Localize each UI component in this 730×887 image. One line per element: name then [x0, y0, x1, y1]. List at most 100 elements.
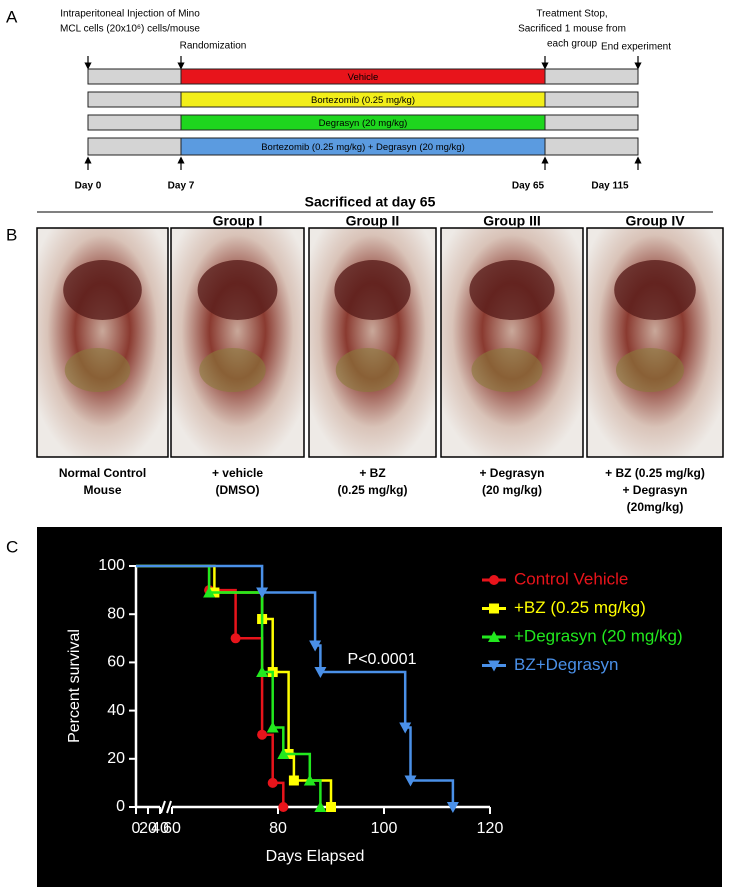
- organ: [471, 348, 543, 392]
- step-segment: [293, 779, 333, 807]
- x-tick-label: 20: [139, 820, 157, 837]
- group-label: Group IV: [625, 213, 685, 229]
- organ: [614, 260, 696, 320]
- caption: + BZ: [359, 466, 385, 480]
- organ: [64, 348, 131, 392]
- data-point: [256, 587, 269, 599]
- organ: [334, 260, 411, 320]
- annotation: MCL cells (20x10⁶) cells/mouse: [60, 24, 200, 35]
- treatment-bar: [180, 137, 546, 156]
- data-point: [288, 775, 299, 786]
- chart-background: [37, 527, 722, 887]
- x-axis-title: Days Elapsed: [266, 848, 365, 865]
- step-segment: [320, 670, 407, 728]
- step-segment: [410, 779, 455, 807]
- organ: [197, 260, 278, 320]
- data-point: [446, 802, 459, 813]
- annotation: Randomization: [180, 41, 247, 52]
- step-segment: [262, 670, 274, 728]
- annotation: Intraperitoneal Injection of Mino: [60, 9, 200, 20]
- organ: [63, 260, 142, 320]
- step-segment: [136, 564, 264, 593]
- caption: + Degrasyn: [479, 466, 544, 480]
- legend-marker: [488, 660, 500, 672]
- x-tick-label: 0: [132, 820, 141, 837]
- legend-label: Control Vehicle: [514, 569, 628, 588]
- arm-label: Degrasyn (20 mg/kg): [319, 118, 408, 129]
- panel-title: Sacrificed at day 65: [305, 194, 436, 210]
- caption: (0.25 mg/kg): [337, 483, 407, 497]
- x-tick-label: 80: [269, 820, 287, 837]
- data-point: [267, 777, 278, 788]
- annotation: End experiment: [601, 42, 671, 53]
- caption: (DMSO): [216, 483, 260, 497]
- day-label: Day 65: [512, 181, 545, 192]
- group-label: Group II: [346, 213, 400, 229]
- day-label: Day 0: [75, 181, 102, 192]
- organ: [616, 348, 684, 392]
- data-point: [256, 666, 269, 678]
- x-tick-label: 40: [151, 820, 169, 837]
- caption: (20 mg/kg): [482, 483, 542, 497]
- step-segment: [309, 779, 322, 807]
- data-point: [309, 640, 322, 652]
- annotation: Sacrificed 1 mouse from: [518, 24, 626, 35]
- caption: (20mg/kg): [627, 500, 684, 514]
- caption: + BZ (0.25 mg/kg): [605, 466, 705, 480]
- caption: Mouse: [83, 483, 121, 497]
- legend-label: BZ+Degrasyn: [514, 655, 618, 674]
- treatment-bar: [180, 114, 546, 131]
- data-point: [314, 801, 327, 812]
- annotation: each group: [547, 39, 597, 50]
- data-point: [314, 667, 327, 679]
- y-tick-label: 60: [107, 654, 125, 671]
- panel-label: A: [6, 7, 18, 26]
- step-segment: [283, 752, 312, 781]
- y-tick-label: 100: [98, 557, 125, 574]
- organ: [335, 348, 400, 392]
- axis-break: [166, 800, 172, 814]
- legend-marker: [488, 631, 500, 642]
- caption: Normal Control: [59, 466, 146, 480]
- annotation: Treatment Stop,: [536, 9, 607, 20]
- treatment-bar: [180, 68, 546, 85]
- data-point: [203, 586, 216, 598]
- annotation: P<0.0001: [348, 651, 417, 668]
- x-tick-label: 60: [163, 820, 181, 837]
- arm-label: Bortezomib (0.25 mg/kg) + Degrasyn (20 m…: [261, 142, 465, 153]
- data-point: [399, 722, 412, 734]
- data-point: [326, 802, 336, 812]
- data-point: [266, 721, 279, 733]
- panel-label: C: [6, 537, 18, 556]
- organ: [469, 260, 555, 320]
- step-segment: [262, 591, 317, 646]
- day-label: Day 7: [168, 181, 195, 192]
- group-label: Group III: [483, 213, 541, 229]
- step-segment: [272, 670, 290, 754]
- data-point: [230, 633, 241, 644]
- data-point: [404, 775, 417, 787]
- day-label: Day 115: [591, 181, 629, 192]
- data-point: [303, 774, 316, 786]
- y-axis-title: Percent survival: [66, 629, 83, 743]
- panel-label: B: [6, 225, 17, 244]
- x-tick-label: 100: [371, 820, 398, 837]
- data-point: [257, 729, 268, 740]
- arm-label: Bortezomib (0.25 mg/kg): [311, 95, 415, 106]
- legend-marker: [489, 603, 499, 614]
- x-tick-label: 120: [477, 820, 504, 837]
- legend-marker: [489, 575, 499, 585]
- treatment-bar: [180, 91, 546, 108]
- y-tick-label: 40: [107, 702, 125, 719]
- organ: [199, 348, 266, 392]
- axis-break: [160, 800, 166, 814]
- legend-label: +BZ (0.25 mg/kg): [514, 598, 646, 617]
- data-point: [277, 747, 290, 759]
- arm-label: Vehicle: [348, 72, 379, 83]
- legend-label: +Degrasyn (20 mg/kg): [514, 626, 683, 645]
- y-tick-label: 0: [116, 798, 125, 815]
- caption: + vehicle: [212, 466, 263, 480]
- group-label: Group I: [213, 213, 263, 229]
- y-tick-label: 80: [107, 605, 125, 622]
